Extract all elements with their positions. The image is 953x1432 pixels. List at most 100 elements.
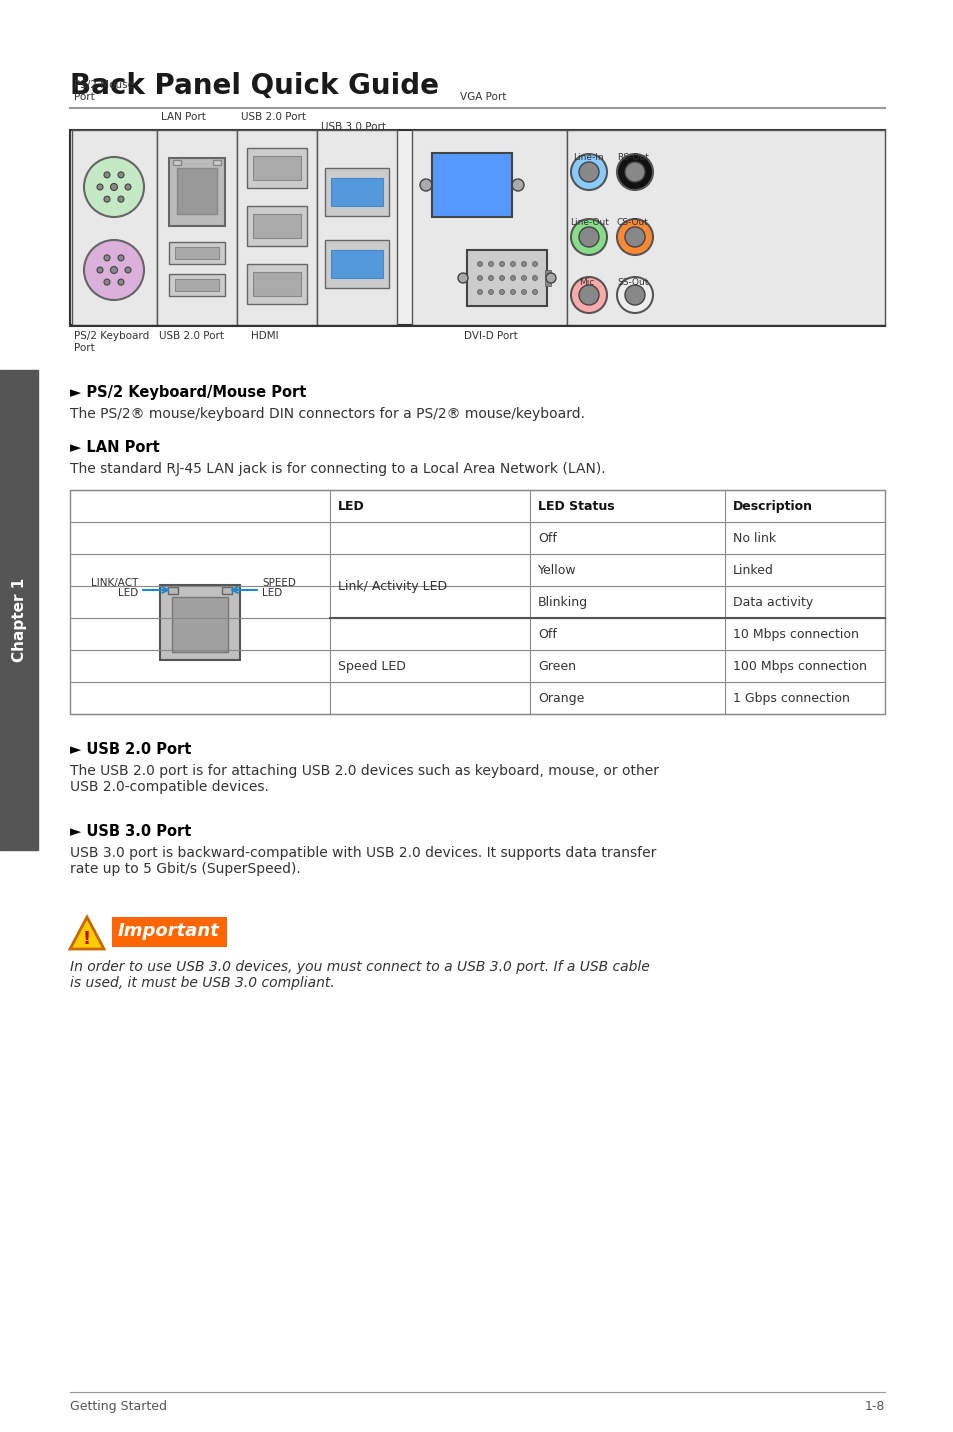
Text: DVI-D Port: DVI-D Port (463, 331, 517, 341)
Circle shape (617, 276, 652, 314)
Text: USB 2.0 Port: USB 2.0 Port (241, 112, 306, 122)
Circle shape (578, 228, 598, 246)
Text: Linked: Linked (732, 564, 773, 577)
Circle shape (499, 289, 504, 295)
Circle shape (84, 241, 144, 299)
Text: Link/ Activity LED: Link/ Activity LED (337, 580, 447, 593)
Bar (70, 490, 884, 715)
Circle shape (118, 279, 124, 285)
Circle shape (532, 289, 537, 295)
Bar (0, 369, 38, 851)
Text: USB 3.0 port is backward-compatible with USB 2.0 devices. It supports data trans: USB 3.0 port is backward-compatible with… (70, 846, 656, 876)
Circle shape (488, 289, 493, 295)
Circle shape (125, 266, 131, 274)
Circle shape (104, 279, 110, 285)
Text: In order to use USB 3.0 devices, you must connect to a USB 3.0 port. If a USB ca: In order to use USB 3.0 devices, you mus… (70, 959, 649, 990)
Bar (177, 168, 216, 213)
Bar (253, 272, 301, 296)
Text: CS-Out: CS-Out (617, 218, 648, 228)
Text: VGA Port: VGA Port (459, 92, 506, 102)
Text: Chapter 1: Chapter 1 (11, 579, 27, 662)
Circle shape (532, 275, 537, 281)
Text: SS-Out: SS-Out (617, 278, 648, 286)
Circle shape (438, 200, 444, 206)
Bar (247, 147, 307, 188)
Bar (172, 160, 181, 165)
Text: 1 Gbps connection: 1 Gbps connection (732, 692, 849, 705)
Circle shape (624, 285, 644, 305)
Text: LAN Port: LAN Port (161, 112, 206, 122)
Circle shape (624, 228, 644, 246)
Circle shape (118, 196, 124, 202)
Text: Off: Off (537, 627, 557, 640)
Text: Important: Important (118, 922, 220, 939)
Bar (544, 271, 551, 286)
Circle shape (455, 200, 460, 206)
Text: 10 Mbps connection: 10 Mbps connection (732, 627, 858, 640)
Text: RS-Out: RS-Out (617, 153, 648, 162)
Bar (169, 242, 225, 263)
Bar (316, 130, 396, 325)
Text: Blinking: Blinking (537, 596, 587, 609)
Circle shape (502, 165, 509, 170)
Circle shape (84, 158, 144, 218)
Text: No link: No link (732, 531, 776, 544)
Circle shape (455, 165, 460, 170)
Bar (253, 156, 301, 180)
Bar (174, 279, 219, 291)
Circle shape (471, 200, 476, 206)
Circle shape (104, 196, 110, 202)
Circle shape (571, 155, 606, 190)
Text: HDMI: HDMI (251, 331, 278, 341)
Text: 100 Mbps connection: 100 Mbps connection (732, 660, 866, 673)
Circle shape (532, 262, 537, 266)
Circle shape (438, 182, 444, 188)
Circle shape (521, 262, 526, 266)
Bar (253, 213, 301, 238)
Bar (566, 130, 884, 325)
Circle shape (488, 262, 493, 266)
Text: ► USB 2.0 Port: ► USB 2.0 Port (70, 742, 192, 758)
Circle shape (419, 179, 432, 190)
Circle shape (438, 165, 444, 170)
Circle shape (104, 172, 110, 178)
Circle shape (545, 274, 556, 284)
Polygon shape (70, 916, 104, 949)
Circle shape (477, 275, 482, 281)
Bar (331, 178, 382, 206)
Text: Green: Green (537, 660, 576, 673)
Text: The USB 2.0 port is for attaching USB 2.0 devices such as keyboard, mouse, or ot: The USB 2.0 port is for attaching USB 2.… (70, 765, 659, 795)
Circle shape (571, 219, 606, 255)
Bar (247, 206, 307, 246)
Bar (157, 130, 236, 325)
Circle shape (617, 219, 652, 255)
Text: USB 3.0 Port: USB 3.0 Port (320, 122, 386, 132)
Text: LED: LED (262, 589, 282, 599)
Text: ► USB 3.0 Port: ► USB 3.0 Port (70, 823, 192, 839)
Circle shape (111, 266, 117, 274)
Text: LED: LED (337, 500, 364, 513)
Circle shape (118, 172, 124, 178)
Circle shape (486, 165, 493, 170)
Text: Line-Out: Line-Out (569, 218, 608, 228)
Circle shape (521, 289, 526, 295)
Circle shape (125, 183, 131, 190)
Text: Off: Off (537, 531, 557, 544)
Circle shape (521, 275, 526, 281)
Text: Line-In: Line-In (573, 153, 603, 162)
Circle shape (104, 255, 110, 261)
Bar (213, 160, 221, 165)
Circle shape (455, 182, 460, 188)
Circle shape (97, 183, 103, 190)
Bar (112, 916, 227, 947)
Circle shape (471, 182, 476, 188)
Circle shape (486, 182, 493, 188)
Text: Back Panel Quick Guide: Back Panel Quick Guide (70, 72, 438, 100)
Bar (247, 263, 307, 304)
Circle shape (512, 179, 523, 190)
Text: Description: Description (732, 500, 812, 513)
Text: Orange: Orange (537, 692, 584, 705)
Bar (169, 274, 225, 296)
Text: Mic: Mic (578, 278, 594, 286)
Circle shape (510, 262, 515, 266)
